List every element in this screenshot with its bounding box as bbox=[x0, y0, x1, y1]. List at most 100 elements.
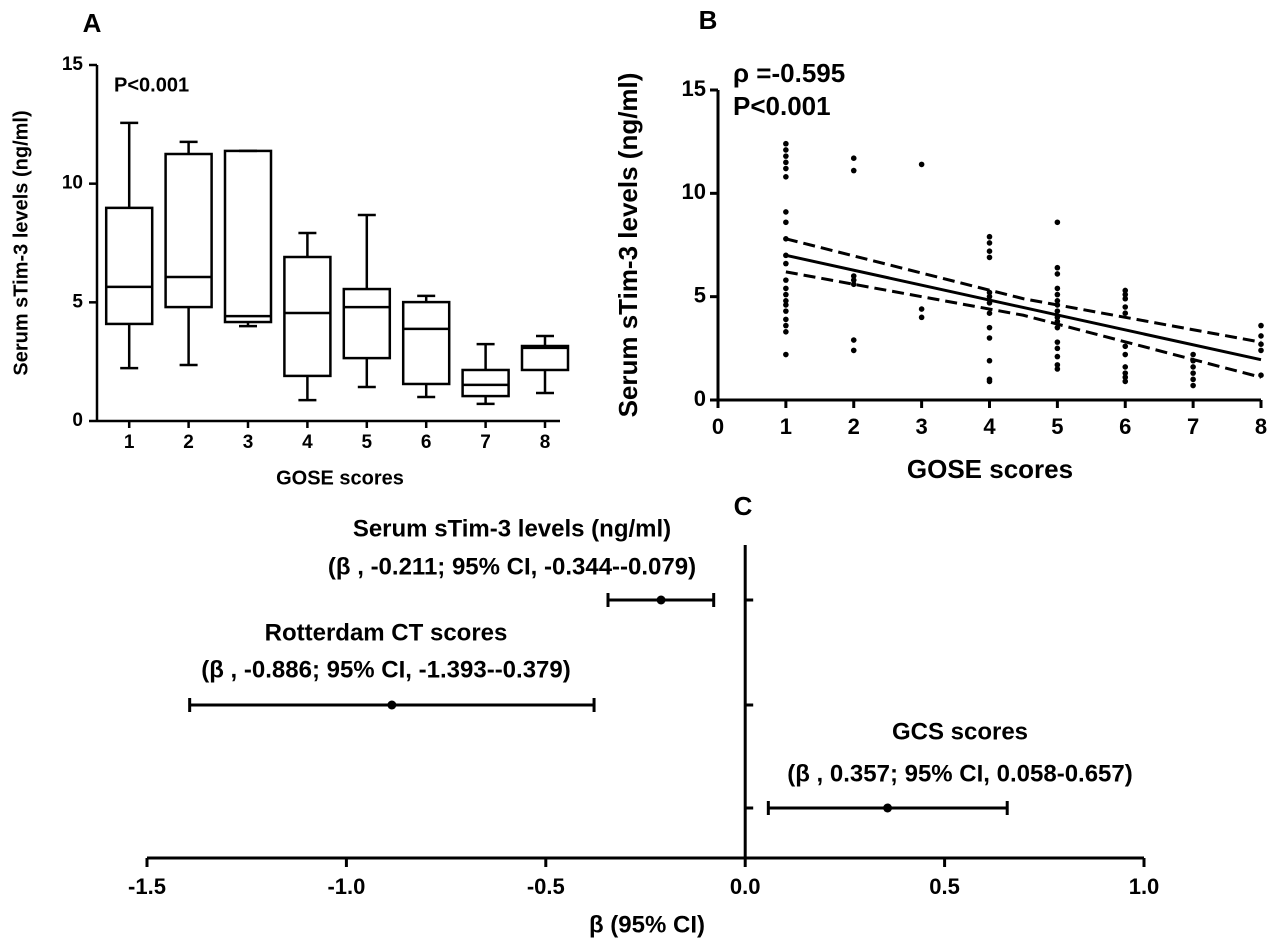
point bbox=[783, 329, 789, 335]
point bbox=[1054, 285, 1061, 292]
point bbox=[986, 335, 993, 341]
x-tick-label: -1.5 bbox=[128, 874, 166, 899]
x-axis-label: GOSE scores bbox=[276, 467, 404, 489]
x-tick-label: 6 bbox=[421, 432, 432, 453]
point bbox=[783, 165, 789, 172]
point bbox=[783, 277, 789, 283]
x-tick-label: 4 bbox=[302, 432, 313, 453]
point bbox=[1258, 347, 1264, 354]
point bbox=[1258, 333, 1264, 339]
ci-label: (β , 0.357; 95% CI, 0.058-0.657) bbox=[787, 760, 1133, 787]
y-tick-label: 15 bbox=[682, 76, 706, 101]
y-tick-label: 5 bbox=[72, 291, 83, 312]
panel-label: B bbox=[699, 5, 718, 35]
point bbox=[986, 378, 993, 385]
point bbox=[783, 260, 789, 267]
point bbox=[1258, 341, 1264, 348]
box bbox=[520, 344, 570, 372]
point bbox=[1122, 343, 1129, 350]
row-label: GCS scores bbox=[892, 718, 1028, 745]
box bbox=[283, 255, 332, 378]
panel-label: C bbox=[734, 491, 753, 521]
point bbox=[850, 273, 857, 279]
point bbox=[1054, 219, 1061, 226]
x-tick-label: 1 bbox=[780, 414, 792, 439]
point bbox=[1054, 291, 1061, 298]
regression-line bbox=[785, 270, 1262, 379]
box bbox=[164, 152, 213, 309]
x-tick-label: -0.5 bbox=[527, 874, 565, 899]
ci-label: (β , -0.886; 95% CI, -1.393--0.379) bbox=[201, 656, 570, 683]
x-tick-label: 0.5 bbox=[929, 874, 960, 899]
x-axis-label: GOSE scores bbox=[907, 454, 1073, 484]
point bbox=[918, 314, 925, 321]
x-tick-label: 2 bbox=[183, 432, 194, 453]
box bbox=[223, 149, 273, 324]
panel-label: A bbox=[83, 8, 102, 38]
x-tick-label: 3 bbox=[243, 432, 254, 453]
regression-line bbox=[785, 253, 1262, 362]
x-tick-label: 1 bbox=[124, 432, 135, 453]
point bbox=[783, 153, 789, 159]
x-tick-label: 2 bbox=[848, 414, 860, 439]
row-label: Rotterdam CT scores bbox=[265, 619, 508, 646]
point bbox=[1054, 362, 1061, 368]
point bbox=[1054, 271, 1061, 277]
point bbox=[986, 240, 993, 246]
point bbox=[783, 285, 789, 292]
point bbox=[986, 233, 993, 240]
x-tick-label: 7 bbox=[1187, 414, 1199, 439]
point bbox=[1122, 351, 1129, 358]
x-axis-label: β (95% CI) bbox=[589, 911, 705, 938]
point bbox=[783, 291, 789, 298]
box bbox=[401, 300, 451, 386]
point bbox=[1122, 364, 1129, 370]
point bbox=[1190, 351, 1196, 358]
point bbox=[986, 254, 993, 261]
annotation: ρ =-0.595 bbox=[733, 58, 845, 88]
point bbox=[783, 209, 789, 215]
x-tick-label: -1.0 bbox=[327, 874, 365, 899]
point bbox=[1122, 287, 1129, 294]
point bbox=[1258, 322, 1264, 329]
estimate bbox=[656, 595, 666, 605]
y-tick-label: 0 bbox=[694, 386, 706, 411]
point bbox=[918, 161, 925, 168]
point bbox=[1122, 291, 1129, 298]
point bbox=[783, 302, 789, 308]
point bbox=[1054, 264, 1061, 271]
x-tick-label: 8 bbox=[1255, 414, 1267, 439]
box bbox=[342, 287, 392, 360]
y-tick-label: 0 bbox=[72, 410, 83, 431]
point bbox=[1122, 295, 1129, 302]
point bbox=[783, 147, 789, 153]
x-tick-label: 7 bbox=[480, 432, 491, 453]
x-tick-label: 1.0 bbox=[1129, 874, 1160, 899]
ci-label: (β , -0.211; 95% CI, -0.344--0.079) bbox=[328, 553, 696, 580]
box bbox=[104, 206, 154, 326]
point bbox=[986, 357, 993, 364]
y-axis-label: Serum sTim-3 levels (ng/ml) bbox=[10, 110, 32, 375]
point bbox=[1190, 364, 1196, 370]
point bbox=[850, 155, 857, 161]
annotation: P<0.001 bbox=[733, 91, 831, 121]
point bbox=[986, 248, 993, 254]
point bbox=[1122, 378, 1129, 385]
point bbox=[1054, 345, 1061, 352]
point bbox=[850, 347, 857, 354]
x-tick-label: 5 bbox=[362, 432, 373, 453]
point bbox=[986, 293, 993, 300]
point bbox=[1054, 308, 1061, 314]
y-tick-label: 10 bbox=[62, 173, 83, 194]
x-tick-label: 6 bbox=[1119, 414, 1131, 439]
estimate bbox=[883, 803, 893, 813]
point bbox=[1190, 370, 1196, 376]
point bbox=[1054, 339, 1061, 345]
point bbox=[783, 308, 789, 314]
x-tick-label: 5 bbox=[1051, 414, 1063, 439]
x-tick-label: 4 bbox=[983, 414, 996, 439]
y-axis-label: Serum sTim-3 levels (ng/ml) bbox=[613, 73, 643, 418]
box bbox=[461, 368, 510, 398]
annotation: P<0.001 bbox=[114, 74, 189, 96]
point bbox=[918, 306, 925, 312]
